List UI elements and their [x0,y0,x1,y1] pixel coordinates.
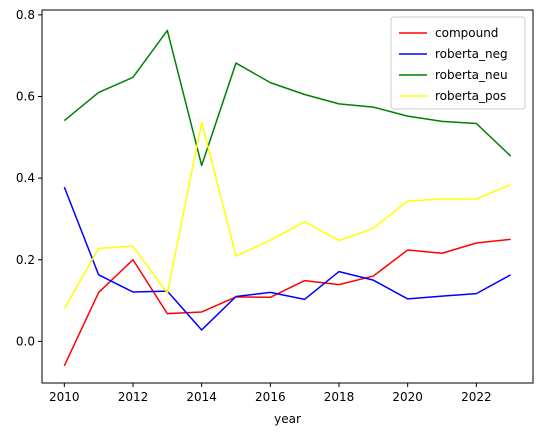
x-tick-label: 2010 [49,390,80,404]
series-line-roberta_neu [63,29,512,167]
y-tick-label: 0.2 [16,253,35,267]
legend-label-roberta_pos: roberta_pos [435,89,506,103]
x-tick-label: 2014 [186,390,217,404]
legend-label-compound: compound [435,26,498,40]
x-tick-label: 2020 [392,390,423,404]
y-tick-label: 0.4 [16,171,35,185]
series-line-compound [63,238,511,367]
x-axis-label: year [274,412,301,426]
y-tick-label: 0.6 [16,90,35,104]
legend: compound roberta_neg roberta_neu roberta_po… [390,16,526,110]
series-line-roberta_pos [63,121,511,310]
x-tick-label: 2016 [255,390,286,404]
x-tick-label: 2012 [118,390,149,404]
y-tick-label: 0.0 [16,334,35,348]
x-axis: 2010 2012 2014 2016 2018 2020 2022 [49,383,492,404]
legend-box [390,16,526,110]
series-line-roberta_neg [63,186,512,331]
legend-label-roberta_neu: roberta_neu [435,68,508,82]
x-tick-label: 2022 [461,390,492,404]
y-axis: 0.0 0.2 0.4 0.6 0.8 [16,8,42,348]
x-tick-label: 2018 [324,390,355,404]
plot-area [41,9,534,384]
series-lines [63,29,512,367]
legend-label-roberta_neg: roberta_neg [435,47,508,61]
y-tick-label: 0.8 [16,8,35,22]
